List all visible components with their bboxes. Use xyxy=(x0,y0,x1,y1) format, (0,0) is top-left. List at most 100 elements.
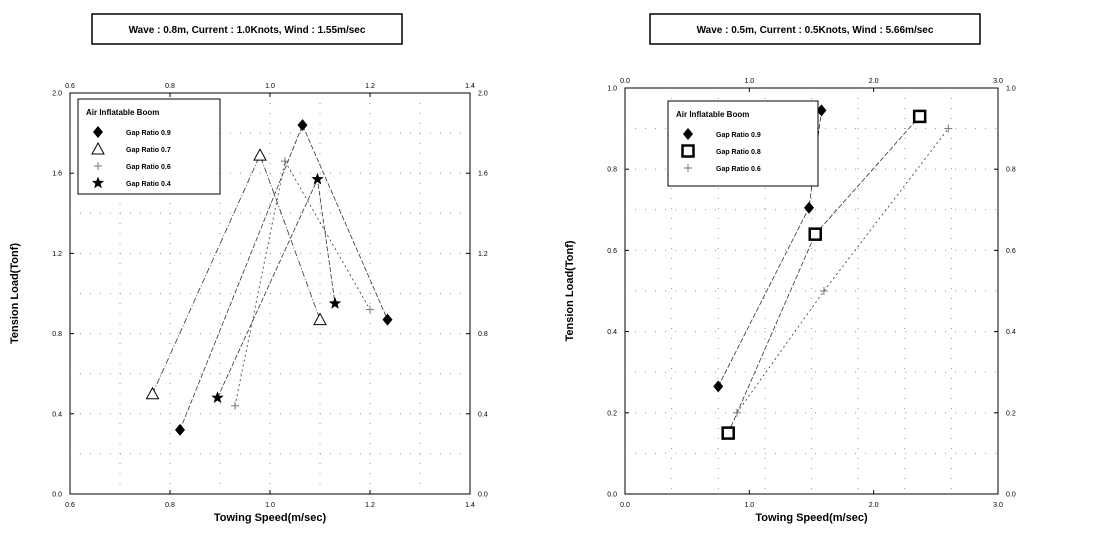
data-point xyxy=(732,408,741,417)
x-tick-label-bottom: 1.2 xyxy=(365,502,375,509)
grid xyxy=(70,93,470,494)
x-axis-label: Towing Speed(m/sec) xyxy=(214,512,327,524)
series-plus xyxy=(231,157,374,410)
x-axis-label: Towing Speed(m/sec) xyxy=(755,512,868,524)
series-star xyxy=(211,172,342,403)
series-diamond xyxy=(713,104,827,393)
legend-label: Gap Ratio 0.6 xyxy=(716,166,761,173)
data-point xyxy=(382,313,393,326)
data-point xyxy=(912,109,927,124)
legend: Air Inflatable Boom Gap Ratio 0.9 Gap Rati… xyxy=(667,100,819,187)
chart-1: Wave : 0.8m, Current : 1.0Knots, Wind : … xyxy=(9,13,488,524)
x-tick-label-bottom: 2.0 xyxy=(869,502,879,509)
y-tick-label-left: 1.2 xyxy=(52,251,62,258)
y-tick-label-left: 0.0 xyxy=(52,492,62,499)
x-tick-label-bottom: 3.0 xyxy=(993,502,1003,509)
x-tick-label-top: 0.6 xyxy=(65,83,75,90)
series-triangle xyxy=(145,148,327,400)
y-tick-label-left: 0.4 xyxy=(52,411,62,418)
y-tick-label-left: 0.8 xyxy=(52,331,62,338)
y-tick-label-left: 2.0 xyxy=(52,91,62,98)
x-tick-label-top: 1.2 xyxy=(365,83,375,90)
x-tick-label-bottom: 1.0 xyxy=(265,502,275,509)
series-line xyxy=(179,124,388,430)
data-point xyxy=(175,423,185,436)
x-tick-label-bottom: 0.0 xyxy=(620,502,630,509)
x-tick-label-top: 0.0 xyxy=(620,78,630,85)
legend-marker-plus xyxy=(94,162,102,170)
series-square xyxy=(721,109,927,440)
legend-title: Air Inflatable Boom xyxy=(86,108,159,117)
y-tick-label-right: 2.0 xyxy=(478,91,488,98)
legend-label: Gap Ratio 0.9 xyxy=(126,130,171,137)
legend-marker-diamond xyxy=(93,126,103,138)
y-tick-label-right: 0.4 xyxy=(478,411,488,418)
data-point xyxy=(145,386,160,400)
legend-box xyxy=(77,98,221,195)
y-tick-label-right: 0.4 xyxy=(1006,329,1016,336)
x-tick-label-bottom: 1.0 xyxy=(744,502,754,509)
y-tick-label-right: 0.8 xyxy=(1006,167,1016,174)
y-tick-label-left: 1.0 xyxy=(607,86,617,93)
data-point xyxy=(313,312,327,326)
chart-title-box xyxy=(91,13,403,45)
y-tick-label-left: 1.6 xyxy=(52,171,62,178)
data-point xyxy=(328,297,342,309)
x-tick-label-top: 3.0 xyxy=(993,78,1003,85)
y-tick-label-left: 0.2 xyxy=(607,410,617,417)
chart-title-box xyxy=(649,13,981,45)
legend-label: Gap Ratio 0.7 xyxy=(126,147,171,154)
legend-title: Air Inflatable Boom xyxy=(676,110,749,119)
data-point xyxy=(819,287,828,295)
x-tick-label-bottom: 1.4 xyxy=(465,502,475,509)
legend-label: Gap Ratio 0.9 xyxy=(716,132,761,139)
legend-label: Gap Ratio 0.4 xyxy=(126,181,171,188)
legend-label: Gap Ratio 0.8 xyxy=(716,149,761,156)
series-line xyxy=(217,177,336,398)
y-tick-label-right: 0.0 xyxy=(478,492,488,499)
data-point xyxy=(804,201,815,214)
x-tick-label-top: 2.0 xyxy=(869,78,879,85)
y-tick-label-left: 0.8 xyxy=(607,167,617,174)
legend-marker-triangle xyxy=(91,141,105,155)
series-line xyxy=(736,128,949,414)
data-point xyxy=(297,119,308,132)
y-tick-label-right: 1.0 xyxy=(1006,86,1016,93)
series-diamond xyxy=(175,119,393,436)
y-tick-label-right: 0.2 xyxy=(1006,410,1016,417)
x-tick-label-top: 1.0 xyxy=(265,83,275,90)
data-point xyxy=(211,391,224,403)
y-tick-label-right: 0.0 xyxy=(1006,492,1016,499)
y-tick-label-left: 0.4 xyxy=(607,329,617,336)
chart-2: Wave : 0.5m, Current : 0.5Knots, Wind : … xyxy=(564,13,1016,524)
data-point xyxy=(366,305,374,314)
data-point xyxy=(721,426,735,440)
y-tick-label-left: 0.6 xyxy=(607,248,617,255)
y-axis-label: Tension Load(Tonf) xyxy=(9,243,21,344)
x-tick-label-top: 1.0 xyxy=(744,78,754,85)
legend-marker-diamond xyxy=(683,128,693,140)
data-point xyxy=(944,124,953,133)
legend-box xyxy=(667,100,819,187)
grid xyxy=(625,88,998,494)
legend-marker-square xyxy=(681,144,695,158)
legend-marker-star xyxy=(91,176,105,189)
y-tick-label-right: 1.6 xyxy=(478,171,488,178)
legend-label: Gap Ratio 0.6 xyxy=(126,164,171,171)
y-tick-label-right: 0.6 xyxy=(1006,248,1016,255)
data-point xyxy=(253,148,267,161)
data-point xyxy=(808,227,822,241)
x-tick-label-bottom: 0.8 xyxy=(165,502,175,509)
legend-marker-plus xyxy=(684,164,692,172)
y-tick-label-left: 0.0 xyxy=(607,492,617,499)
data-point xyxy=(311,172,324,185)
x-tick-label-top: 0.8 xyxy=(165,83,175,90)
data-point xyxy=(816,104,827,117)
series-line xyxy=(234,160,371,406)
data-point xyxy=(713,380,724,393)
y-tick-label-right: 0.8 xyxy=(478,331,488,338)
data-point xyxy=(281,157,289,166)
chart-title: Wave : 0.5m, Current : 0.5Knots, Wind : … xyxy=(697,25,934,36)
x-tick-label-bottom: 0.6 xyxy=(65,502,75,509)
